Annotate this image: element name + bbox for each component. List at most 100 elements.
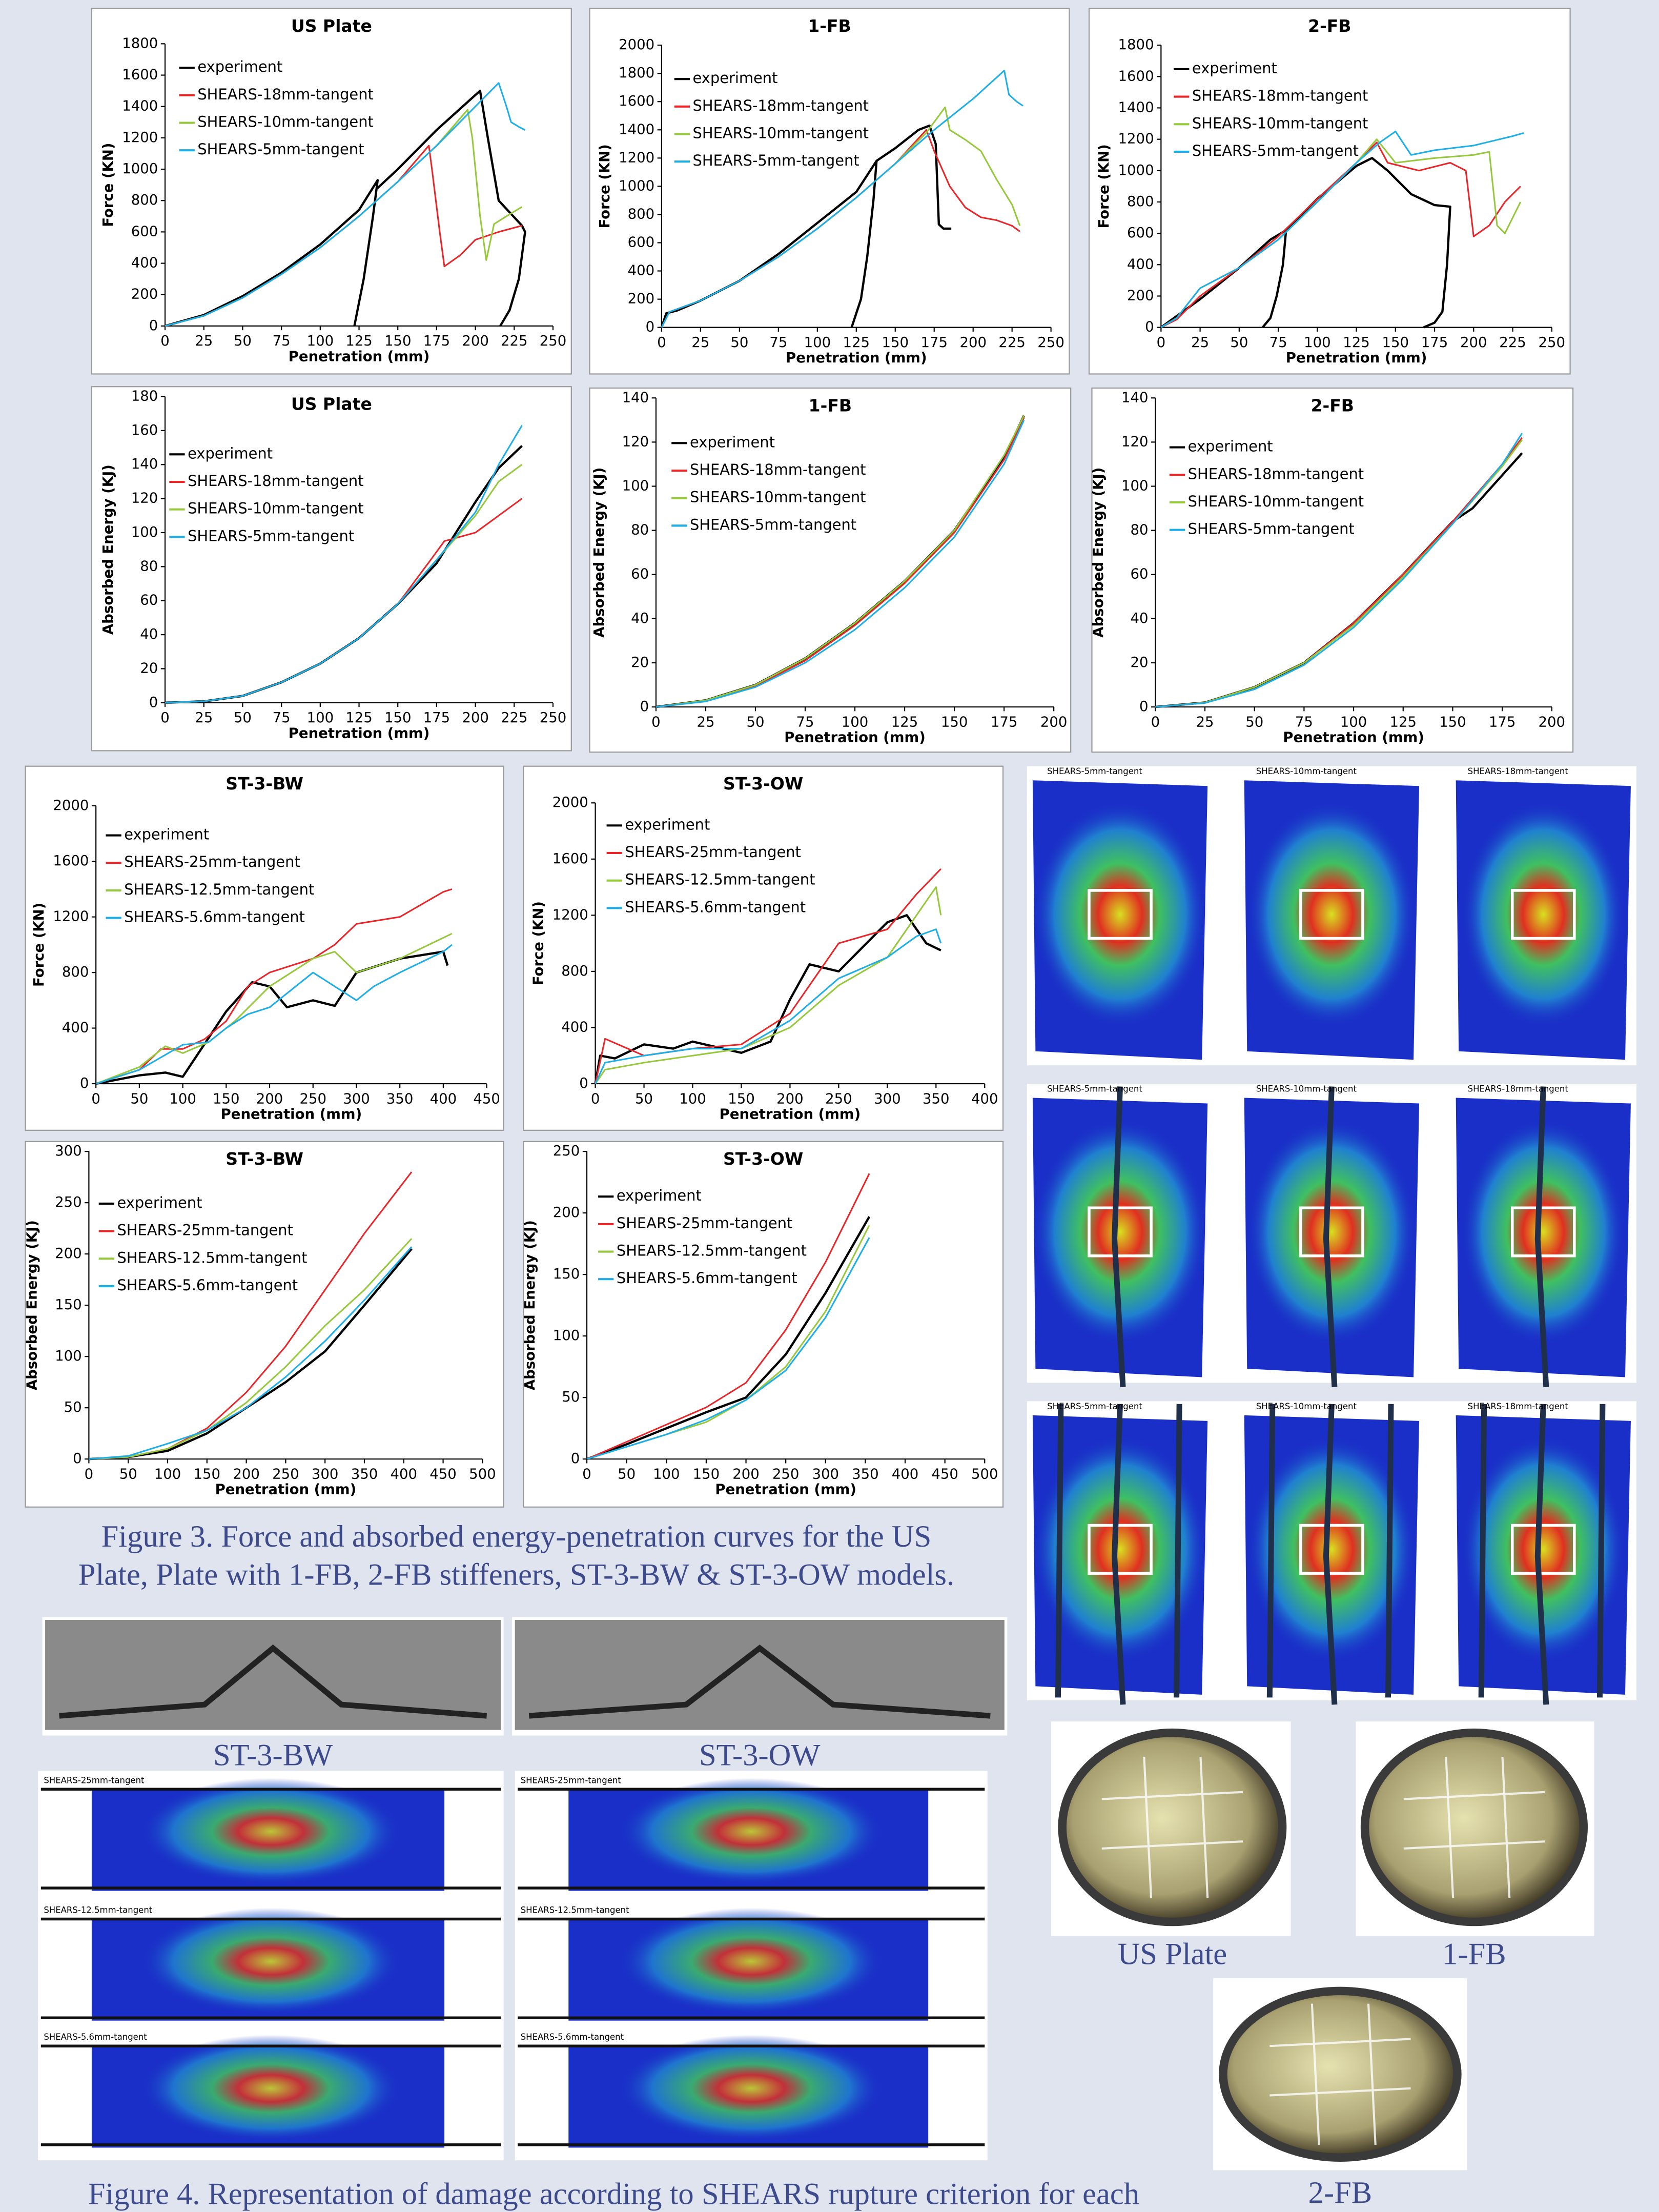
y-tick-label: 800 <box>1127 193 1154 210</box>
y-tick-label: 100 <box>55 1348 82 1364</box>
y-axis-label: Force (KN) <box>1096 144 1112 228</box>
chart-title: ST-3-OW <box>723 774 803 794</box>
y-axis-label: Force (KN) <box>597 144 613 228</box>
x-tick-label: 350 <box>852 1466 879 1482</box>
y-tick-label: 0 <box>1139 698 1149 715</box>
image-label: SHEARS-18mm-tangent <box>1468 766 1569 776</box>
chart-title: ST-3-OW <box>723 1149 803 1169</box>
legend-label: experiment <box>1192 59 1277 77</box>
x-axis-label: Penetration (mm) <box>215 1482 357 1498</box>
x-tick-label: 200 <box>1539 714 1566 730</box>
image-label: SHEARS-5.6mm-tangent <box>44 2032 147 2042</box>
y-tick-label: 250 <box>553 1143 580 1159</box>
y-tick-label: 400 <box>62 1020 89 1036</box>
image-label: SHEARS-5mm-tangent <box>1047 1402 1142 1411</box>
legend-label: SHEARS-12.5mm-tangent <box>124 881 314 898</box>
y-tick-label: 1600 <box>552 850 588 867</box>
y-tick-label: 0 <box>579 1075 588 1091</box>
x-tick-label: 50 <box>746 714 764 730</box>
y-tick-label: 600 <box>131 223 158 239</box>
x-tick-label: 200 <box>256 1090 283 1107</box>
x-tick-label: 150 <box>194 1466 221 1482</box>
y-tick-label: 0 <box>1145 319 1154 335</box>
fe-damage <box>1462 801 1625 1027</box>
y-tick-label: 600 <box>1127 225 1154 241</box>
legend-label: SHEARS-25mm-tangent <box>117 1222 293 1239</box>
x-tick-label: 100 <box>307 709 334 726</box>
x-tick-label: 200 <box>233 1466 260 1482</box>
y-tick-label: 2000 <box>619 36 654 53</box>
legend-label: SHEARS-18mm-tangent <box>690 461 866 478</box>
x-tick-label: 250 <box>772 1466 800 1482</box>
y-tick-label: 140 <box>1121 389 1149 405</box>
x-tick-label: 175 <box>423 709 450 726</box>
y-tick-label: 300 <box>55 1143 82 1159</box>
legend-label: SHEARS-5mm-tangent <box>197 140 364 158</box>
x-tick-label: 200 <box>462 709 489 726</box>
chart-panel <box>92 387 571 750</box>
x-axis-label: Penetration (mm) <box>289 725 430 741</box>
legend-label: SHEARS-18mm-tangent <box>197 86 374 103</box>
x-tick-label: 125 <box>843 334 870 351</box>
y-tick-label: 0 <box>571 1450 580 1467</box>
y-tick-label: 120 <box>1121 433 1149 450</box>
y-tick-label: 40 <box>1131 610 1149 626</box>
chart-title: 1-FB <box>809 395 852 415</box>
chart-panel <box>590 388 1071 752</box>
y-tick-label: 80 <box>140 558 158 574</box>
x-tick-label: 300 <box>312 1466 339 1482</box>
x-tick-label: 0 <box>85 1466 94 1482</box>
x-tick-label: 250 <box>825 1090 852 1107</box>
legend-label: SHEARS-10mm-tangent <box>197 113 374 131</box>
y-tick-label: 60 <box>140 592 158 608</box>
chart-panel <box>523 1142 1003 1507</box>
y-tick-label: 2000 <box>552 794 588 810</box>
x-tick-label: 400 <box>971 1090 998 1107</box>
chart-title: ST-3-BW <box>226 774 303 794</box>
x-tick-label: 0 <box>1151 714 1160 730</box>
x-tick-label: 450 <box>931 1466 958 1482</box>
legend-label: experiment <box>1188 438 1273 455</box>
legend-label: SHEARS-18mm-tangent <box>693 97 869 114</box>
chart-title: 2-FB <box>1308 16 1351 36</box>
y-tick-label: 20 <box>631 654 649 671</box>
y-tick-label: 1400 <box>122 98 158 114</box>
y-tick-label: 60 <box>631 566 649 582</box>
x-tick-label: 400 <box>892 1466 919 1482</box>
figure-caption: Plate, Plate with 1-FB, 2-FB stiffeners,… <box>78 1557 954 1592</box>
y-tick-label: 40 <box>631 610 649 626</box>
legend-label: experiment <box>124 826 209 843</box>
y-tick-label: 40 <box>140 626 158 642</box>
image-label: SHEARS-25mm-tangent <box>44 1775 145 1785</box>
chart-panel <box>26 766 504 1130</box>
y-tick-label: 1200 <box>619 149 654 166</box>
legend-label: experiment <box>188 444 273 462</box>
x-tick-label: 200 <box>732 1466 760 1482</box>
y-tick-label: 150 <box>55 1296 82 1313</box>
x-tick-label: 200 <box>1460 334 1487 351</box>
x-tick-label: 0 <box>160 709 170 726</box>
x-tick-label: 150 <box>384 333 412 349</box>
y-tick-label: 1400 <box>619 121 654 137</box>
x-tick-label: 0 <box>657 334 666 351</box>
y-tick-label: 1600 <box>122 67 158 83</box>
y-axis-label: Absorbed Energy (KJ) <box>591 468 607 638</box>
x-tick-label: 100 <box>804 334 831 351</box>
chart-title: 2-FB <box>1311 395 1354 415</box>
y-axis-label: Force (KN) <box>31 903 47 987</box>
y-tick-label: 20 <box>140 660 158 676</box>
x-tick-label: 125 <box>1389 714 1417 730</box>
y-tick-label: 600 <box>628 234 655 250</box>
image-label: SHEARS-18mm-tangent <box>1468 1084 1569 1094</box>
y-axis-label: Absorbed Energy (KJ) <box>100 464 116 635</box>
x-tick-label: 175 <box>423 333 450 349</box>
y-axis-label: Force (KN) <box>530 901 546 985</box>
legend-label: experiment <box>617 1187 702 1204</box>
x-tick-label: 350 <box>386 1090 414 1107</box>
x-axis-label: Penetration (mm) <box>720 1106 861 1123</box>
x-tick-label: 100 <box>169 1090 196 1107</box>
x-tick-label: 125 <box>1343 334 1370 351</box>
x-tick-label: 100 <box>307 333 334 349</box>
y-tick-label: 140 <box>622 389 649 405</box>
poster: Figure 3. Force and absorbed energy-pene… <box>0 0 1659 2212</box>
